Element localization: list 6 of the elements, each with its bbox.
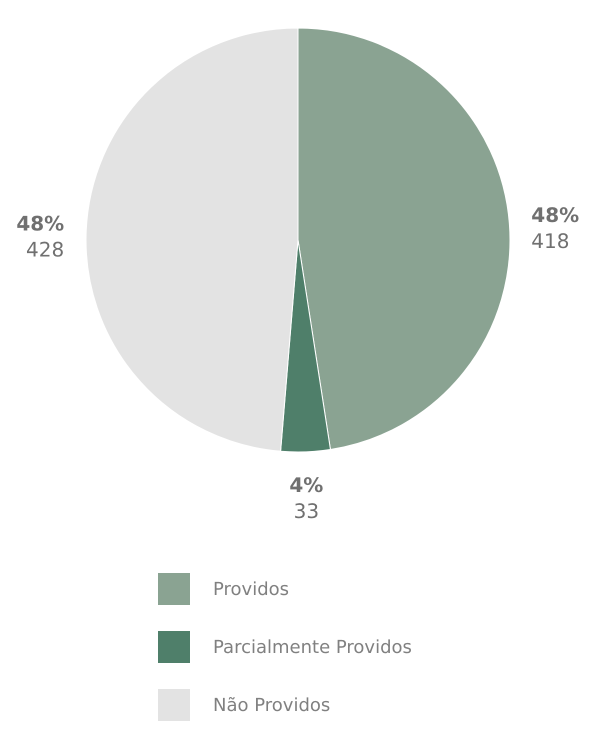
data-label: 48% 418 (531, 203, 580, 254)
legend-label: Parcialmente Providos (213, 637, 412, 658)
legend-label: Providos (213, 579, 290, 600)
data-label: 48% 428 (16, 211, 64, 262)
legend-label: Não Providos (213, 695, 330, 716)
data-label: 4% 33 (289, 472, 324, 523)
